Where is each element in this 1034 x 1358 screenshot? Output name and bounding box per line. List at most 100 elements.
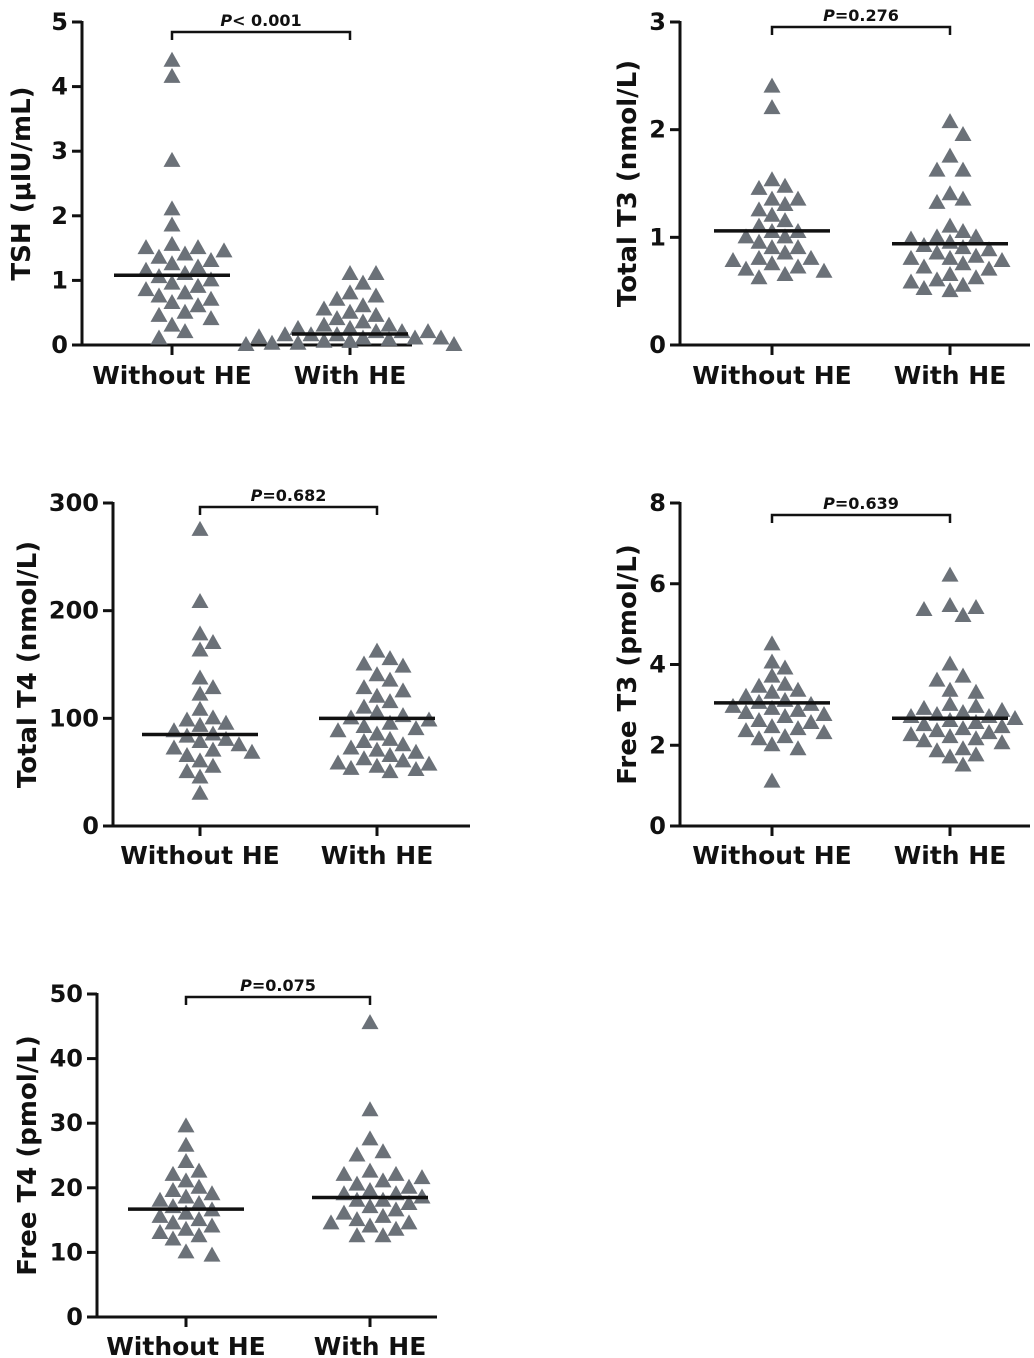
data-point-without-he — [750, 249, 768, 265]
y-tick-label: 4 — [51, 73, 68, 101]
data-point-with-he — [941, 566, 959, 582]
data-point-with-he — [237, 336, 255, 351]
data-point-without-he — [815, 262, 833, 278]
data-point-without-he — [776, 707, 794, 723]
data-point-with-he — [355, 717, 373, 733]
data-point-without-he — [190, 1211, 208, 1227]
data-point-with-he — [993, 734, 1011, 750]
data-point-with-he — [432, 329, 450, 345]
data-point-with-he — [368, 687, 386, 703]
data-point-without-he — [163, 67, 181, 83]
data-point-without-he — [165, 739, 183, 755]
y-tick-label: 0 — [66, 1303, 83, 1331]
significance-bracket — [184, 995, 372, 1005]
y-tick-label: 300 — [49, 489, 99, 517]
data-point-with-he — [915, 280, 933, 296]
data-point-with-he — [928, 193, 946, 209]
data-point-without-he — [163, 51, 181, 67]
y-tick-label: 2 — [649, 731, 666, 759]
data-point-with-he — [967, 269, 985, 285]
data-point-with-he — [967, 697, 985, 713]
data-point-with-he — [941, 185, 959, 201]
data-point-with-he — [263, 334, 281, 350]
data-point-with-he — [381, 671, 399, 687]
data-point-without-he — [750, 677, 768, 693]
data-point-without-he — [776, 728, 794, 744]
data-point-with-he — [954, 255, 972, 271]
data-point-without-he — [163, 316, 181, 332]
data-point-with-he — [322, 1214, 340, 1230]
y-tick-label: 0 — [82, 812, 99, 840]
data-point-with-he — [400, 1178, 418, 1194]
data-point-without-he — [724, 697, 742, 713]
data-point-without-he — [763, 667, 781, 683]
data-point-with-he — [354, 274, 372, 290]
data-point-without-he — [750, 179, 768, 195]
data-point-without-he — [177, 1204, 195, 1220]
data-point-with-he — [967, 228, 985, 244]
data-point-without-he — [191, 768, 209, 784]
data-point-without-he — [750, 269, 768, 285]
data-point-without-he — [737, 703, 755, 719]
data-point-with-he — [361, 1101, 379, 1117]
data-point-without-he — [202, 252, 220, 268]
y-tick-label: 2 — [51, 202, 68, 230]
data-point-with-he — [967, 730, 985, 746]
data-point-without-he — [763, 206, 781, 222]
data-point-with-he — [394, 682, 412, 698]
significance-bracket — [770, 513, 952, 523]
data-point-without-he — [737, 228, 755, 244]
data-point-without-he — [137, 239, 155, 255]
data-point-with-he — [367, 264, 385, 280]
y-axis-label: TSH (μIU/mL) — [7, 86, 37, 280]
data-point-without-he — [789, 740, 807, 756]
data-point-with-he — [394, 657, 412, 673]
data-point-with-he — [341, 284, 359, 300]
x-category-label-without-he: Without HE — [692, 841, 852, 870]
data-point-without-he — [763, 77, 781, 93]
data-point-without-he — [215, 242, 233, 258]
data-point-with-he — [1006, 710, 1024, 726]
data-point-without-he — [203, 1246, 221, 1262]
data-point-with-he — [954, 607, 972, 623]
data-point-without-he — [190, 1194, 208, 1210]
data-point-with-he — [328, 310, 346, 326]
data-point-without-he — [202, 271, 220, 287]
data-point-with-he — [928, 228, 946, 244]
data-point-without-he — [163, 151, 181, 167]
data-point-without-he — [763, 653, 781, 669]
data-point-without-he — [202, 310, 220, 326]
data-point-without-he — [750, 201, 768, 217]
data-point-with-he — [368, 666, 386, 682]
data-point-without-he — [191, 669, 209, 685]
y-tick-label: 50 — [50, 980, 83, 1008]
data-point-with-he — [289, 334, 307, 350]
data-point-without-he — [163, 255, 181, 271]
data-point-without-he — [178, 763, 196, 779]
y-tick-label: 20 — [50, 1174, 83, 1202]
data-point-with-he — [941, 147, 959, 163]
data-point-without-he — [178, 747, 196, 763]
data-point-without-he — [190, 1178, 208, 1194]
x-category-label-without-he: Without HE — [92, 361, 252, 390]
y-tick-label: 0 — [649, 331, 666, 359]
data-point-with-he — [993, 252, 1011, 268]
data-point-without-he — [163, 274, 181, 290]
data-point-without-he — [802, 249, 820, 265]
data-point-with-he — [915, 600, 933, 616]
data-point-without-he — [163, 235, 181, 251]
data-point-without-he — [763, 772, 781, 788]
data-point-with-he — [355, 698, 373, 714]
data-point-with-he — [941, 681, 959, 697]
data-point-with-he — [361, 1182, 379, 1198]
data-point-without-he — [737, 260, 755, 276]
data-point-without-he — [177, 1172, 195, 1188]
data-point-without-he — [176, 245, 194, 261]
data-point-with-he — [928, 722, 946, 738]
data-point-with-he — [394, 736, 412, 752]
data-point-with-he — [419, 323, 437, 339]
data-point-with-he — [967, 714, 985, 730]
data-point-with-he — [380, 330, 398, 346]
data-point-with-he — [980, 260, 998, 276]
data-point-without-he — [724, 252, 742, 268]
